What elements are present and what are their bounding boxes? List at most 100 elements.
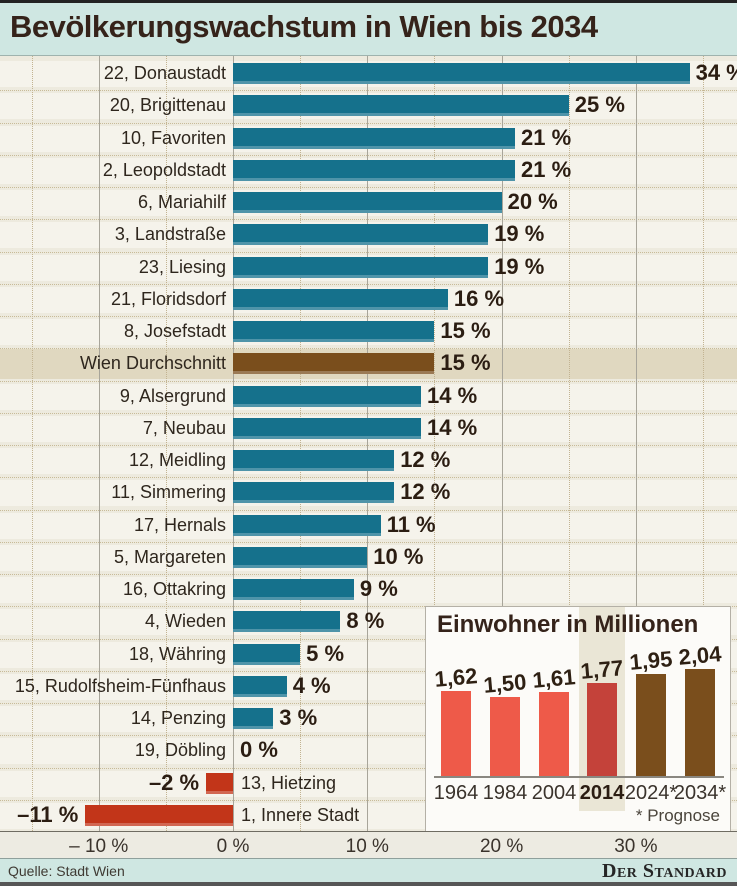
inset-value-label: 1,62 <box>433 663 479 692</box>
district-label: 15, Rudolfsheim-Fünfhaus <box>14 675 226 696</box>
footer-band: Quelle: Stadt Wien Der Standard <box>0 858 737 882</box>
inset-year-label: 2034* <box>673 782 727 804</box>
district-label: 9, Alsergrund <box>119 385 226 406</box>
gridline-minor <box>165 56 168 831</box>
district-label: 5, Margareten <box>113 546 226 567</box>
value-label: 21 % <box>521 124 572 150</box>
inset-chart: Einwohner in Millionen * Prognose 1,62 19… <box>425 606 731 833</box>
district-label: 13, Hietzing <box>241 772 337 793</box>
row-separator <box>0 380 737 383</box>
x-tick-label: 0 % <box>216 836 250 857</box>
value-label: 25 % <box>574 92 625 118</box>
gridline-minor <box>703 56 705 831</box>
inset-bar <box>441 690 471 776</box>
row-separator <box>0 767 737 770</box>
bar-positive <box>233 288 448 310</box>
x-tick-label: – 10 % <box>69 836 129 857</box>
district-label: 4, Wieden <box>144 611 226 632</box>
row-separator <box>0 412 737 415</box>
source-credit: Quelle: Stadt Wien <box>8 863 125 879</box>
inset-year-label: 2004 <box>531 782 577 804</box>
district-label: 10, Favoriten <box>120 127 226 148</box>
district-label: 18, Währing <box>128 643 226 664</box>
bar-positive <box>233 63 690 84</box>
value-label: 21 % <box>521 156 572 182</box>
value-label: 9 % <box>359 576 398 601</box>
value-label: 16 % <box>453 285 505 311</box>
value-label: 3 % <box>279 705 318 730</box>
value-label: 20 % <box>507 189 558 214</box>
bar-positive <box>233 192 502 213</box>
district-label: 3, Landstraße <box>114 224 226 245</box>
main-plot: 22, Donaustadt 34 % 20, Brigittenau 25 % 10,… <box>0 56 737 831</box>
gridline-minor <box>300 56 302 831</box>
row-stripe <box>0 577 737 603</box>
bar-positive <box>233 450 395 471</box>
bar-positive <box>233 95 569 117</box>
row-stripe <box>0 544 737 571</box>
value-label: 5 % <box>306 640 345 666</box>
row-separator <box>0 606 737 608</box>
gridline-minor <box>434 56 436 831</box>
district-label: 20, Brigittenau <box>109 95 226 116</box>
gridline-major <box>367 56 369 831</box>
district-label: 22, Donaustadt <box>103 63 226 83</box>
row-separator <box>0 735 737 737</box>
inset-value-label: 1,61 <box>531 663 577 693</box>
value-label: –11 % <box>17 801 79 827</box>
bar-positive <box>233 611 341 633</box>
inset-year-label: 1964 <box>433 782 479 804</box>
row-separator <box>0 90 737 92</box>
bar-positive <box>233 546 368 568</box>
bar-positive <box>233 256 489 278</box>
bar-positive <box>233 482 395 504</box>
district-label: 1, Innere Stadt <box>241 804 360 825</box>
bar-positive <box>233 579 354 600</box>
value-label: 14 % <box>427 414 478 440</box>
inset-value-label: 1,95 <box>628 645 674 675</box>
district-label: 16, Ottakring <box>122 579 226 599</box>
gridline-minor <box>568 56 571 831</box>
row-separator <box>0 445 737 447</box>
row-separator <box>0 219 737 221</box>
inset-bar <box>587 683 617 776</box>
district-label: 2, Leopoldstadt <box>102 159 226 180</box>
row-separator <box>0 509 737 512</box>
value-label: 12 % <box>400 447 451 472</box>
row-separator <box>0 316 737 318</box>
header-band: Bevölkerungswachstum in Wien bis 2034 <box>0 3 737 56</box>
gridline-major <box>501 56 503 831</box>
row-separator <box>0 799 737 802</box>
row-separator <box>0 187 737 189</box>
value-label: 12 % <box>400 479 451 505</box>
inset-bar <box>685 668 715 776</box>
inset-title: Einwohner in Millionen <box>437 611 699 638</box>
row-separator <box>0 477 737 479</box>
district-label: 11, Simmering <box>111 482 226 503</box>
bar-positive <box>233 224 489 246</box>
row-separator <box>0 122 737 125</box>
bar-positive <box>233 643 301 665</box>
inset-value-label: 2,04 <box>677 641 723 670</box>
row-separator <box>0 638 737 641</box>
value-label: 19 % <box>494 221 545 247</box>
district-label: 8, Josefstadt <box>123 321 226 341</box>
gridline-major <box>233 56 234 831</box>
inset-bar <box>539 691 569 776</box>
value-label: 4 % <box>292 672 331 698</box>
page-title: Bevölkerungswachstum in Wien bis 2034 <box>10 9 598 44</box>
inset-baseline <box>434 776 724 778</box>
bar-positive <box>233 385 421 407</box>
value-label: 11 % <box>386 511 436 537</box>
bar-average <box>233 353 435 375</box>
inset-bar <box>636 673 666 776</box>
row-separator <box>0 348 737 350</box>
brand-logo: Der Standard <box>602 860 727 882</box>
top-border <box>0 0 737 3</box>
district-label: 23, Liesing <box>138 256 226 277</box>
bottom-border <box>0 882 737 886</box>
bar-positive <box>233 514 381 536</box>
bar-positive <box>233 708 274 729</box>
x-tick-label: 10 % <box>345 836 389 857</box>
district-label: 12, Meidling <box>128 450 226 470</box>
